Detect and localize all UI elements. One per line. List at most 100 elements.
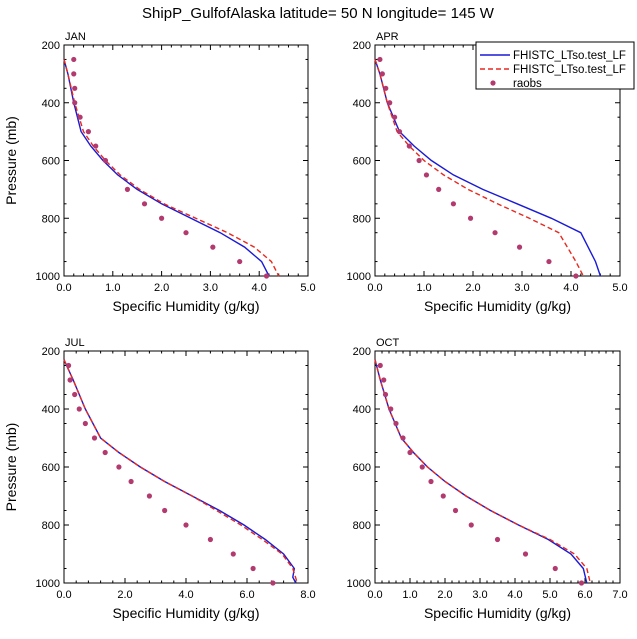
data-point-raobs — [377, 362, 383, 369]
series-raobs — [65, 362, 276, 586]
legend-entry: raobs — [490, 78, 542, 90]
panel-oct: 0.0 1.0 2.0 3.0 4.0 5.0 6.0 7.0 200 400 600 800 1000… — [347, 337, 628, 621]
y-tick-label: 200 — [42, 346, 60, 358]
y-tick-label: 600 — [353, 156, 371, 168]
data-point-raobs — [407, 449, 413, 456]
data-point-raobs — [102, 157, 109, 164]
x-tick-label: 4.0 — [178, 589, 193, 601]
x-tick-label: 2.0 — [465, 282, 480, 294]
y-tick-label: 1000 — [347, 271, 371, 283]
x-axis-label: Specific Humidity (g/kg) — [112, 298, 259, 314]
data-point-raobs — [82, 420, 88, 427]
data-point-raobs — [146, 493, 152, 499]
x-tick-label: 2.0 — [437, 589, 452, 601]
y-tick-label: 600 — [353, 462, 371, 474]
x-axis-label: Specific Humidity (g/kg) — [424, 605, 571, 621]
x-tick-label: 4.0 — [563, 282, 578, 294]
y-tick-label: 400 — [353, 404, 371, 416]
y-tick-label: 800 — [42, 213, 60, 225]
data-point-raobs — [450, 201, 456, 207]
legend-marker — [490, 80, 496, 86]
data-point-raobs — [91, 435, 98, 441]
data-point-raobs — [102, 449, 108, 456]
data-point-raobs — [516, 244, 523, 250]
data-point-raobs — [85, 129, 91, 135]
y-tick-label: 200 — [42, 40, 60, 52]
data-point-raobs — [237, 258, 243, 265]
series-raobs — [377, 56, 579, 279]
data-point-raobs — [383, 85, 389, 91]
y-tick-label: 200 — [353, 40, 371, 52]
legend-label: FHISTC_LTso.test_LF — [513, 64, 626, 76]
x-tick-label: 8.0 — [300, 589, 315, 601]
x-tick-label: 6.0 — [577, 589, 592, 601]
panel-jul: 0.0 2.0 4.0 6.0 8.0 200 400 600 800 1000 JUL Specif… — [3, 337, 316, 621]
data-point-raobs — [494, 536, 501, 543]
series-line-solid — [63, 59, 270, 277]
x-tick-label: 4.0 — [507, 589, 522, 601]
data-point-raobs — [522, 551, 529, 557]
x-tick-label: 1.0 — [416, 282, 431, 294]
data-point-raobs — [230, 551, 236, 557]
x-tick-label: 1.0 — [105, 282, 120, 294]
data-point-raobs — [71, 71, 77, 77]
data-point-raobs — [388, 406, 394, 412]
data-point-raobs — [552, 565, 558, 572]
x-tick-label: 0.0 — [56, 282, 71, 294]
data-point-raobs — [428, 478, 434, 485]
y-tick-label: 1000 — [36, 271, 60, 283]
data-point-raobs — [387, 100, 393, 106]
data-point-raobs — [270, 580, 276, 586]
x-tick-label: 3.0 — [203, 282, 218, 294]
data-point-raobs — [400, 435, 406, 441]
data-point-raobs — [207, 536, 213, 543]
y-axis-label: Pressure (mb) — [3, 423, 19, 512]
data-point-raobs — [128, 478, 134, 485]
panel-label: OCT — [376, 337, 400, 349]
data-point-raobs — [72, 85, 78, 91]
y-tick-label: 200 — [353, 346, 371, 358]
series-line-dashed — [63, 59, 280, 277]
data-point-raobs — [467, 215, 474, 221]
data-point-raobs — [183, 230, 189, 236]
data-point-raobs — [124, 186, 131, 192]
y-tick-label: 800 — [353, 520, 371, 532]
panel-jan: 0.0 1.0 2.0 3.0 4.0 5.0 200 400 600 800 1000 JAN Spe… — [3, 31, 316, 314]
y-tick-label: 600 — [42, 462, 60, 474]
y-tick-label: 400 — [42, 404, 60, 416]
series-line-solid — [374, 359, 588, 584]
data-point-raobs — [377, 56, 383, 63]
data-point-raobs — [162, 507, 168, 514]
series-raobs — [377, 362, 585, 586]
data-point-raobs — [546, 258, 552, 265]
x-axis-label: Specific Humidity (g/kg) — [112, 605, 259, 621]
y-tick-label: 600 — [42, 156, 60, 168]
data-point-raobs — [578, 580, 585, 586]
data-point-raobs — [468, 522, 474, 528]
x-tick-label: 0.0 — [56, 589, 71, 601]
data-point-raobs — [93, 143, 99, 149]
series-raobs — [71, 56, 270, 279]
plot-frame — [63, 350, 309, 584]
data-point-raobs — [452, 507, 459, 514]
legend-box — [475, 41, 635, 90]
series-line-dashed — [374, 359, 591, 584]
data-point-raobs — [393, 420, 399, 427]
x-tick-label: 4.0 — [252, 282, 267, 294]
data-point-raobs — [67, 377, 73, 383]
x-tick-label: 0.0 — [367, 282, 382, 294]
data-point-raobs — [77, 114, 83, 120]
x-tick-label: 3.0 — [514, 282, 529, 294]
data-point-raobs — [72, 391, 78, 398]
x-tick-label: 0.0 — [367, 589, 382, 601]
data-point-raobs — [250, 565, 256, 572]
y-tick-label: 800 — [42, 520, 60, 532]
x-tick-label: 6.0 — [239, 589, 254, 601]
data-point-raobs — [436, 186, 442, 192]
legend-label: FHISTC_LTso.test_LF — [513, 50, 626, 62]
data-point-raobs — [116, 464, 122, 470]
y-tick-label: 1000 — [347, 578, 371, 590]
panel-label: JAN — [65, 31, 86, 43]
series-line-solid — [374, 59, 602, 277]
